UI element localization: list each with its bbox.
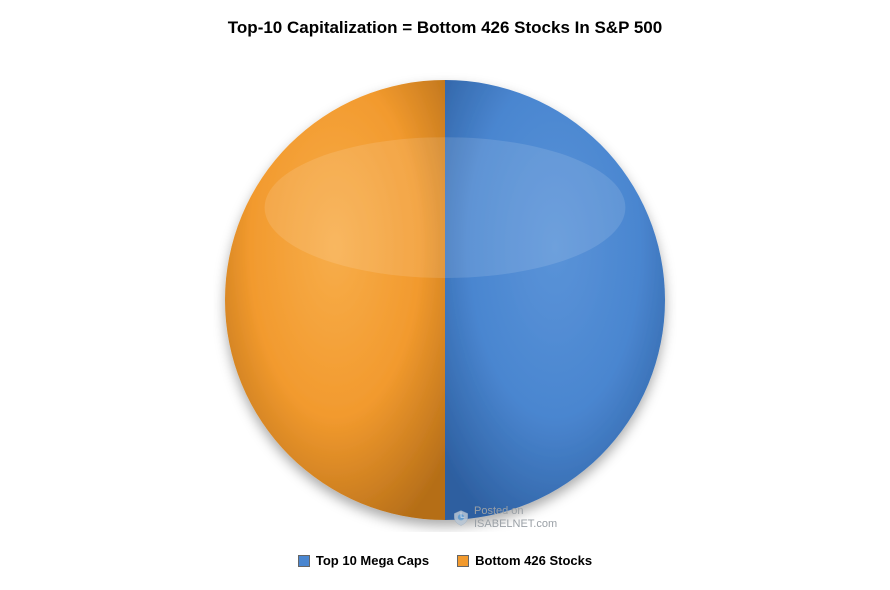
legend-swatch-0	[298, 555, 310, 567]
legend-item-1: Bottom 426 Stocks	[457, 553, 592, 568]
pie-gloss	[265, 137, 626, 278]
pie-chart	[213, 68, 677, 532]
pie-chart-container: Top-10 Capitalization = Bottom 426 Stock…	[0, 0, 890, 590]
pie-area	[0, 46, 890, 553]
legend-item-0: Top 10 Mega Caps	[298, 553, 429, 568]
chart-title: Top-10 Capitalization = Bottom 426 Stock…	[228, 18, 662, 38]
legend: Top 10 Mega Caps Bottom 426 Stocks	[298, 553, 592, 568]
legend-label-1: Bottom 426 Stocks	[475, 553, 592, 568]
legend-label-0: Top 10 Mega Caps	[316, 553, 429, 568]
legend-swatch-1	[457, 555, 469, 567]
